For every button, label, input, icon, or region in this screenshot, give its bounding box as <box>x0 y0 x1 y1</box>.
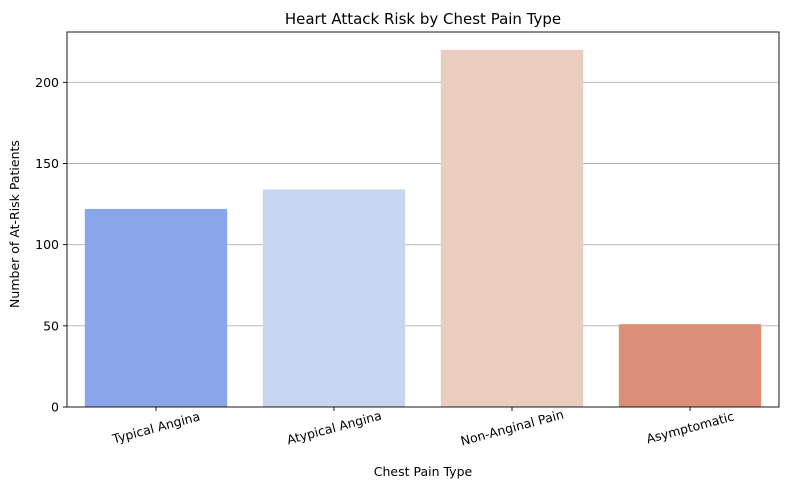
y-tick-label: 100 <box>35 237 59 252</box>
y-tick-label: 150 <box>35 156 59 171</box>
chart-title: Heart Attack Risk by Chest Pain Type <box>285 10 561 28</box>
y-tick-label: 200 <box>35 75 59 90</box>
x-tick-label: Asymptomatic <box>645 409 736 447</box>
y-axis-ticks: 0 50 100 150 200 <box>35 75 67 415</box>
bar <box>440 49 584 407</box>
y-tick-label: 0 <box>51 400 59 415</box>
bar <box>84 208 228 407</box>
x-tick-label: Non-Anginal Pain <box>459 407 565 449</box>
plot-frame <box>66 31 780 408</box>
bars <box>84 49 762 407</box>
x-tick-label: Typical Angina <box>110 409 202 447</box>
x-axis-label: Chest Pain Type <box>374 464 473 479</box>
x-tick-label: Atypical Angina <box>285 408 383 448</box>
y-tick-label: 50 <box>43 318 59 333</box>
bar <box>262 189 406 407</box>
bar <box>618 324 762 407</box>
x-axis-ticks: Typical Angina Atypical Angina Non-Anginal… <box>110 407 736 449</box>
y-axis-label: Number of At-Risk Patients <box>7 140 22 308</box>
